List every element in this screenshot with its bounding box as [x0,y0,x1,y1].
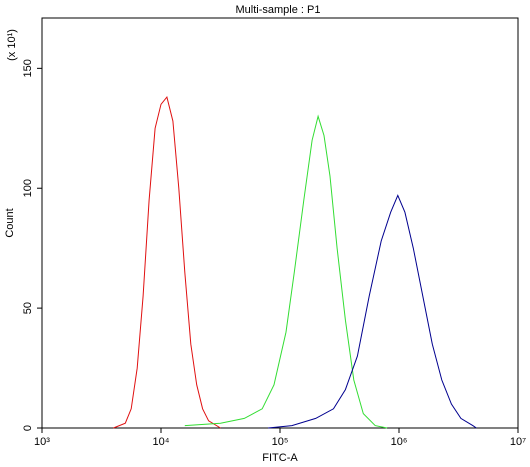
histogram-line [268,194,477,429]
y-axis-label: Count [4,208,16,237]
y-tick-label: 50 [22,302,34,314]
y-axis-unit: (x 10¹) [6,29,18,61]
chart-title: Multi-sample : P1 [236,4,321,16]
x-axis-label: FITC-A [262,452,298,464]
histogram-line [184,114,388,429]
y-tick-label: 100 [22,179,34,197]
y-tick-label: 150 [22,59,34,77]
x-tick-label: 10⁴ [153,436,170,448]
histogram-line [113,96,221,429]
x-tick-label: 10⁵ [272,436,289,448]
x-tick-label: 10³ [34,436,50,448]
y-tick-label: 0 [22,425,34,431]
plot-frame [41,17,519,429]
x-tick-label: 10⁷ [510,436,526,448]
x-tick-label: 10⁶ [391,436,408,448]
